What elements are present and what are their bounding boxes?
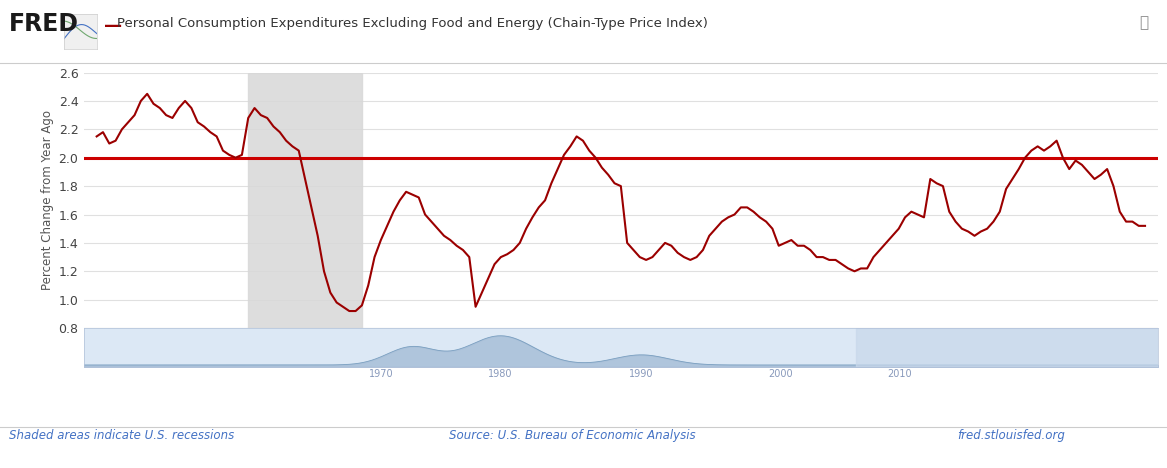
Text: fred.stlouisfed.org: fred.stlouisfed.org [957,429,1064,442]
Bar [249,73,362,328]
Text: Source: U.S. Bureau of Economic Analysis: Source: U.S. Bureau of Economic Analysis [449,429,696,442]
Text: ⤢: ⤢ [1139,15,1148,30]
Bar [855,328,1158,367]
Y-axis label: Percent Change from Year Ago: Percent Change from Year Ago [41,110,55,290]
Text: Shaded areas indicate U.S. recessions: Shaded areas indicate U.S. recessions [9,429,235,442]
Text: FRED: FRED [9,12,79,36]
Text: Personal Consumption Expenditures Excluding Food and Energy (Chain-Type Price In: Personal Consumption Expenditures Exclud… [117,17,707,30]
Text: —: — [104,17,123,35]
